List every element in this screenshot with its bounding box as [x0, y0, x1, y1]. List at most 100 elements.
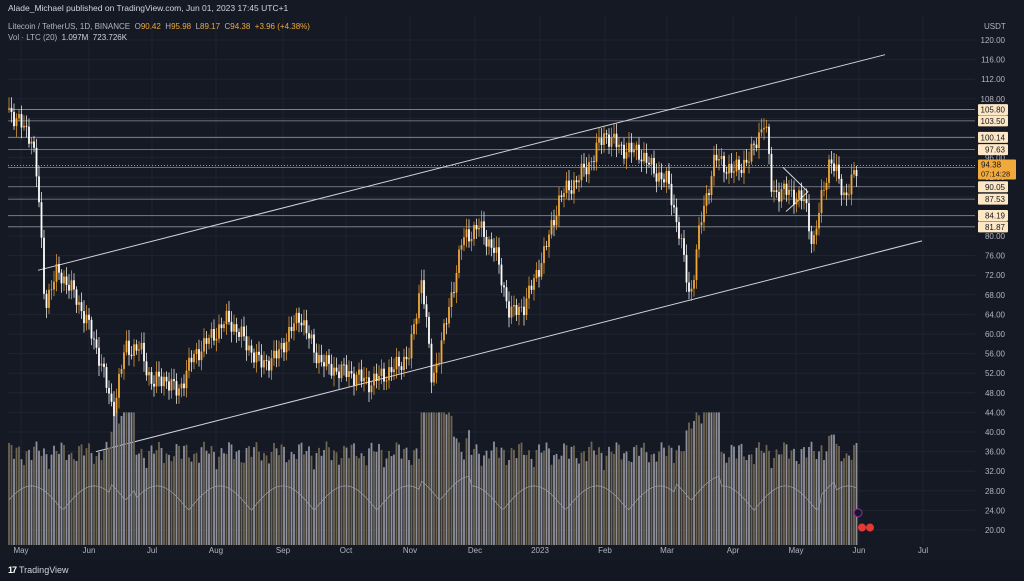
tradingview-logo[interactable]: 17 TradingView [8, 565, 69, 575]
candle-body [158, 371, 160, 377]
volume-bar [680, 451, 683, 545]
volume-bar [703, 412, 705, 545]
level-label: 81.87 [985, 223, 1006, 232]
candle-body [823, 189, 825, 191]
candle-body [583, 163, 585, 168]
volume-bar [158, 441, 160, 545]
volume-bar [448, 412, 450, 545]
candle-body [818, 212, 820, 229]
candle-body [650, 157, 653, 165]
volume-bar [90, 453, 93, 545]
candle-body [290, 326, 293, 332]
candle-body [473, 225, 475, 240]
volume-bar [658, 451, 660, 545]
volume-bar [223, 453, 225, 545]
volume-bar [683, 451, 685, 545]
event-icon [858, 523, 866, 532]
volume-bar [323, 450, 325, 545]
candle-body [390, 367, 393, 373]
volume-bar [83, 455, 85, 545]
candle-body [418, 293, 420, 319]
volume-bar [678, 445, 680, 545]
candle-body [335, 367, 338, 372]
candle-body [445, 323, 448, 325]
change-value: +3.96 (+4.38%) [254, 22, 310, 31]
candle-body [755, 144, 758, 149]
candle-body [443, 323, 445, 341]
candle-body [763, 127, 765, 130]
volume-bar [720, 451, 723, 545]
volume-bar [125, 412, 128, 545]
candle-body [160, 376, 163, 387]
volume-bar [278, 455, 280, 545]
candle-body [360, 369, 363, 382]
candle-body [690, 288, 693, 292]
volume-bar [188, 457, 190, 545]
volume-bar [760, 450, 763, 545]
level-label: 97.63 [985, 146, 1006, 155]
candle-body [835, 164, 838, 172]
candle-body [430, 343, 433, 383]
candle-body [505, 287, 508, 302]
volume-bar [105, 441, 108, 545]
candle-body [700, 222, 703, 226]
volume-bar [190, 461, 193, 545]
level-label: 100.14 [981, 133, 1006, 142]
candle-body [338, 371, 340, 379]
volume-bar [213, 451, 215, 545]
candle-body [745, 159, 748, 163]
x-tick-label: Oct [340, 546, 353, 555]
volume-bar [755, 447, 758, 545]
candle-body [83, 311, 85, 324]
volume-bar [113, 415, 115, 545]
candle-body [495, 247, 498, 253]
candle-body [85, 314, 88, 324]
volume-bar [138, 453, 140, 545]
candle-body [270, 358, 273, 371]
volume-bar [30, 460, 33, 545]
volume-bar [285, 462, 288, 545]
candle-body [240, 326, 243, 337]
candle-body [223, 324, 225, 329]
candle-body [95, 339, 98, 348]
candle-body [173, 379, 175, 382]
candle-body [433, 372, 435, 383]
volume-bar [580, 452, 583, 545]
candle-body [453, 292, 455, 294]
y-tick-label: 52.00 [985, 369, 1006, 378]
candle-body [665, 171, 668, 183]
candle-body [385, 380, 388, 382]
volume-bar [733, 446, 735, 545]
candle-body [168, 381, 170, 391]
candle-body [733, 171, 735, 173]
candle-body [460, 245, 463, 250]
volume-bar [390, 456, 393, 545]
candle-body [463, 237, 465, 246]
footer-bar: 17 TradingView [0, 560, 1024, 581]
candle-body [260, 354, 263, 368]
candle-body [738, 159, 740, 170]
volume-bar [430, 412, 433, 545]
volume-bar [413, 450, 415, 545]
candle-body [648, 162, 650, 165]
candle-body [295, 312, 298, 324]
candle-body [405, 356, 408, 360]
candle-body [50, 289, 53, 291]
volume-bar [10, 444, 13, 545]
candle-body [205, 338, 208, 344]
y-tick-label: 44.00 [985, 408, 1006, 417]
candle-body [300, 322, 303, 326]
candle-body [458, 249, 460, 273]
candle-body [15, 118, 18, 127]
volume-bar [545, 442, 548, 545]
candle-body [148, 371, 150, 376]
volume-bar [575, 458, 578, 545]
volume-bar [338, 464, 340, 545]
volume-bar [475, 444, 478, 545]
volume-bar [140, 448, 143, 545]
volume-bar [228, 442, 230, 545]
volume-bar [118, 423, 120, 545]
level-label: 103.50 [981, 117, 1006, 126]
